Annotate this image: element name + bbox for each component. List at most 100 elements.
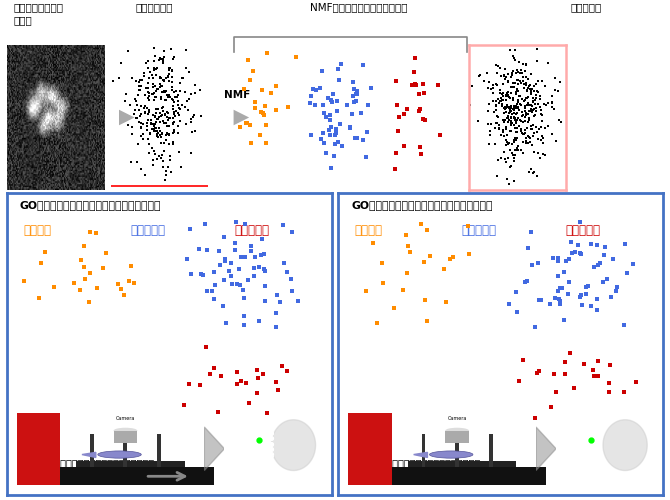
Point xyxy=(153,133,163,141)
Point xyxy=(137,76,147,84)
Point xyxy=(348,92,358,100)
Point xyxy=(499,109,510,117)
Point xyxy=(512,308,523,316)
Point xyxy=(497,90,508,98)
Point xyxy=(261,408,272,416)
Point xyxy=(155,72,165,80)
Point xyxy=(405,248,416,256)
Point xyxy=(521,137,531,145)
Point xyxy=(157,88,168,96)
Point xyxy=(500,96,511,104)
Point xyxy=(505,108,516,116)
Text: 赤色は安全: 赤色は安全 xyxy=(565,224,601,237)
Point xyxy=(498,89,509,97)
Point xyxy=(507,69,517,77)
Point xyxy=(511,102,521,110)
Point xyxy=(161,87,172,95)
Point xyxy=(310,102,320,110)
Point xyxy=(512,86,523,94)
Point xyxy=(490,119,501,127)
Point xyxy=(523,139,533,147)
Point xyxy=(151,126,162,134)
Point xyxy=(162,113,173,121)
Point xyxy=(163,109,174,117)
Point xyxy=(168,120,178,128)
Point xyxy=(502,176,513,184)
Point xyxy=(567,249,578,257)
Point xyxy=(509,178,520,186)
Point xyxy=(332,107,342,115)
Point xyxy=(498,128,509,136)
Point xyxy=(539,82,550,90)
Point xyxy=(494,121,505,129)
Text: 予測誤差: 予測誤差 xyxy=(23,224,51,237)
Point xyxy=(145,130,155,138)
Point xyxy=(131,97,141,105)
Point xyxy=(517,96,528,104)
Point xyxy=(336,142,347,150)
Point xyxy=(149,66,159,74)
Point xyxy=(511,76,522,84)
Point xyxy=(509,138,520,146)
Point xyxy=(592,260,603,268)
Point xyxy=(513,96,523,104)
Point xyxy=(147,126,158,134)
Point xyxy=(246,242,257,250)
Point xyxy=(507,119,518,127)
Point xyxy=(147,124,157,132)
Point xyxy=(171,107,182,115)
Point xyxy=(271,82,281,90)
Point xyxy=(391,149,401,157)
Point xyxy=(84,228,95,236)
Point xyxy=(168,114,179,122)
Point xyxy=(519,102,530,110)
Point xyxy=(518,356,529,364)
Point xyxy=(153,85,163,93)
Point xyxy=(592,240,602,248)
Point xyxy=(230,246,241,254)
Point xyxy=(208,364,219,372)
Point xyxy=(162,92,173,100)
Point xyxy=(249,264,259,272)
Point xyxy=(200,220,210,228)
Point xyxy=(506,120,517,128)
Point xyxy=(508,84,519,92)
Point xyxy=(517,138,528,146)
Point xyxy=(530,414,541,422)
Point xyxy=(557,284,567,292)
Point xyxy=(163,116,174,124)
Point xyxy=(536,106,547,114)
Point xyxy=(498,132,509,140)
Point xyxy=(180,102,190,110)
Point xyxy=(496,72,507,80)
Point xyxy=(537,132,547,140)
Point xyxy=(149,122,159,130)
Point xyxy=(144,140,155,148)
Point xyxy=(516,127,527,135)
Point xyxy=(529,323,540,331)
Point xyxy=(500,154,511,162)
Point xyxy=(287,228,297,236)
Point xyxy=(132,140,143,147)
Point xyxy=(143,106,154,114)
Point xyxy=(527,85,538,93)
Point xyxy=(540,150,551,158)
Point xyxy=(172,122,183,130)
Point xyxy=(507,52,518,60)
Ellipse shape xyxy=(429,451,473,458)
Point xyxy=(259,266,270,274)
Point xyxy=(149,52,160,60)
Point xyxy=(143,56,153,64)
Point xyxy=(511,288,521,296)
Point xyxy=(166,96,177,104)
Point xyxy=(496,97,507,105)
Point xyxy=(409,80,420,88)
Point xyxy=(184,95,194,103)
Point xyxy=(526,108,537,116)
Point xyxy=(78,242,89,250)
Bar xyxy=(446,430,469,443)
Point xyxy=(164,114,175,122)
Point xyxy=(181,255,192,263)
Point xyxy=(553,258,563,266)
Point xyxy=(316,68,327,76)
